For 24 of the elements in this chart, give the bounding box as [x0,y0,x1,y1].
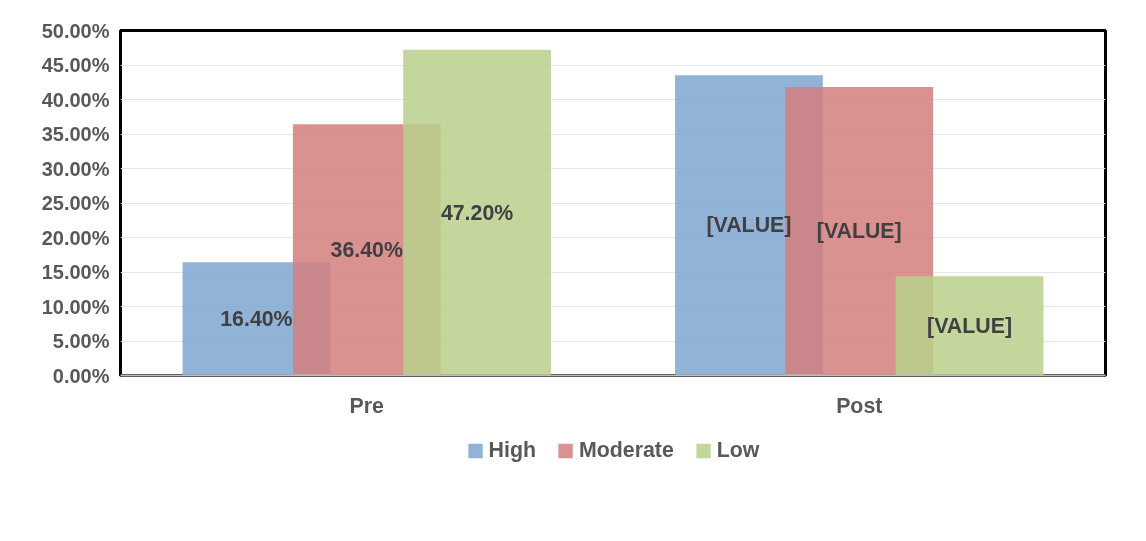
x-tick-label: Pre [349,393,385,418]
data-label: [VALUE] [927,313,1013,338]
y-tick-label: 10.00% [41,295,110,318]
legend-label: High [488,437,536,463]
legend-label: Low [716,437,760,463]
y-tick-label: 40.00% [41,88,110,111]
x-tick-label: Post [836,393,883,418]
data-label: [VALUE] [816,219,902,244]
bar [403,49,551,376]
data-label: 47.20% [440,200,514,225]
data-label: [VALUE] [706,213,792,238]
y-tick-label: 20.00% [41,226,110,249]
y-tick-label: 5.00% [52,330,110,352]
data-label: 36.40% [330,237,403,262]
y-tick-label: 0.00% [52,364,110,387]
y-tick-label: 45.00% [41,54,110,76]
data-label: 16.40% [220,306,293,331]
legend-label: Moderate [578,437,674,463]
y-tick-label: 15.00% [41,261,110,283]
y-tick-label: 50.00% [41,19,110,42]
y-tick-label: 35.00% [41,123,110,145]
y-tick-label: 25.00% [41,192,110,214]
y-tick-label: 30.00% [41,157,110,180]
bar [895,276,1044,376]
